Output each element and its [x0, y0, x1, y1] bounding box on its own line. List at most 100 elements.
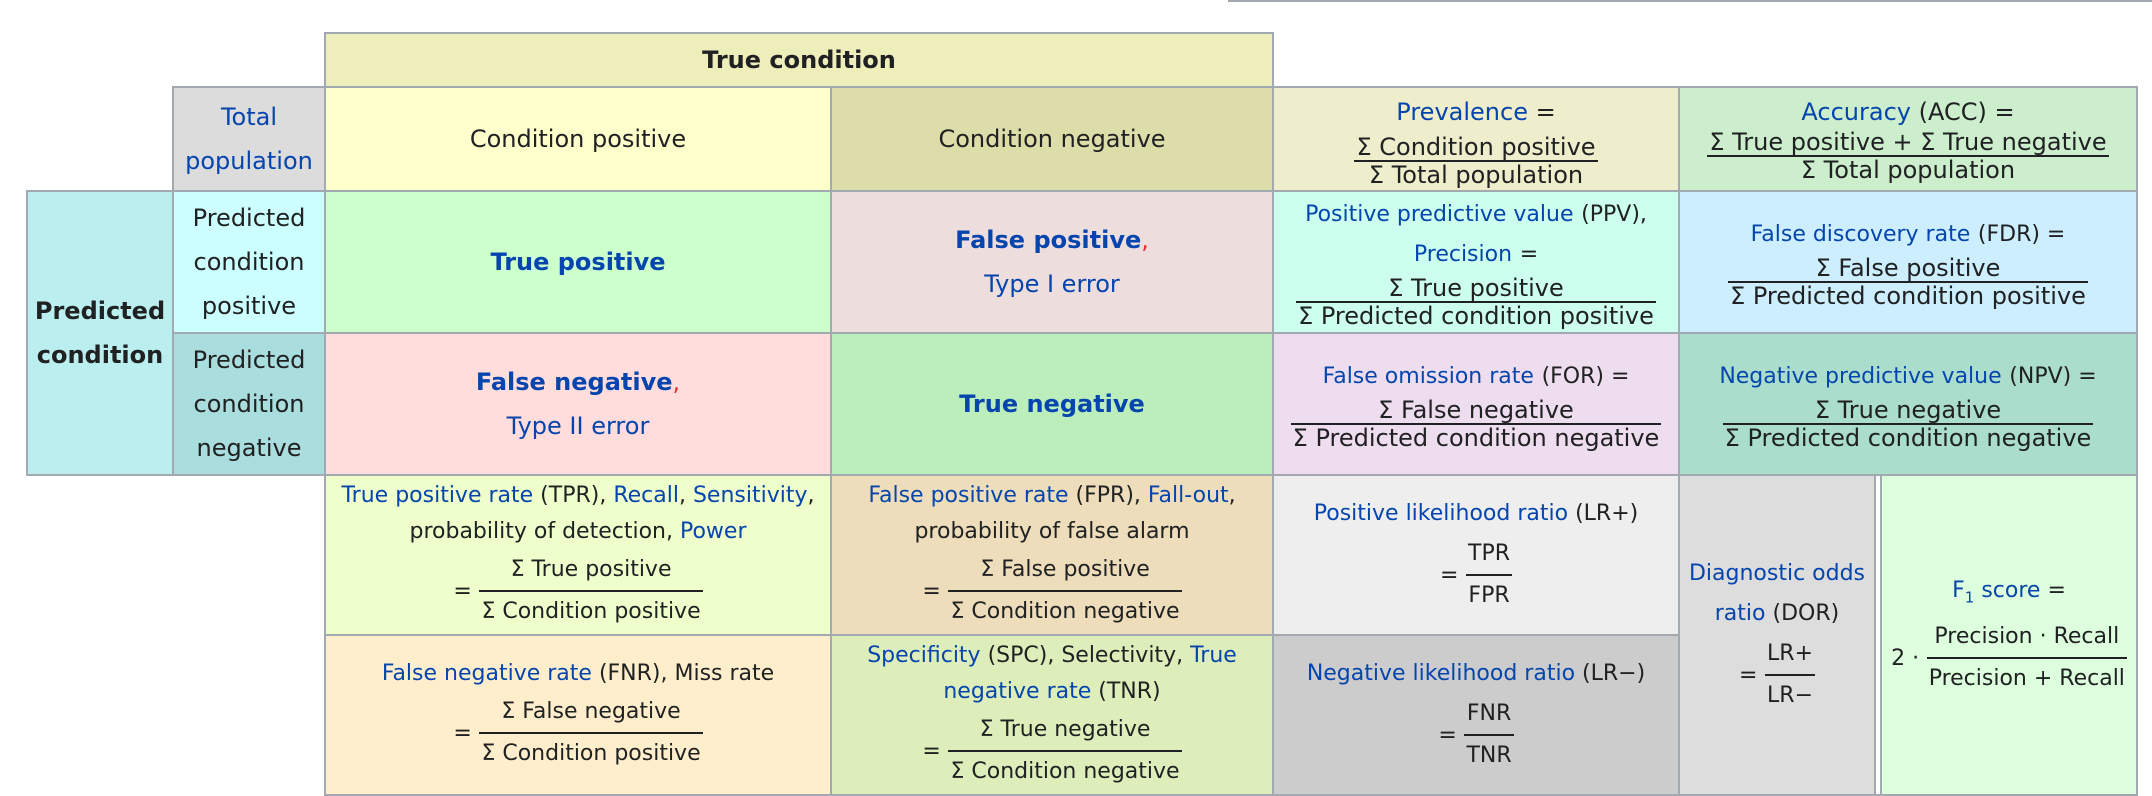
power-link[interactable]: Power [679, 519, 747, 544]
lr-negative-abbr: (LR−) [1582, 661, 1646, 686]
f1-subscript: 1 [1964, 588, 1975, 607]
lr-positive-eq: = [1439, 563, 1459, 588]
fnr-fraction: Σ False negative Σ Condition positive [479, 692, 703, 774]
false-negative-link[interactable]: False negative [475, 368, 673, 396]
fdr-fraction: Σ False positive Σ Predicted condition p… [1728, 255, 2088, 309]
tnr-numerator: Σ True negative [948, 710, 1182, 752]
type-i-error-link[interactable]: Type I error [984, 270, 1120, 298]
f1-cell: F1 score = 2 · Precision · Recall Precis… [1880, 474, 2138, 796]
fnr-eq: = [453, 721, 472, 746]
for-cell: False omission rate (FOR) = Σ False nega… [1272, 332, 1680, 476]
lr-negative-denominator: TNR [1466, 743, 1512, 768]
fnr-link[interactable]: False negative rate [381, 661, 592, 686]
fpr-numerator: Σ False positive [948, 550, 1182, 592]
true-negative-cell: True negative [830, 332, 1274, 476]
for-denominator: Σ Predicted condition negative [1292, 424, 1660, 452]
true-negative-link[interactable]: True negative [959, 390, 1145, 418]
fdr-denominator: Σ Predicted condition positive [1730, 282, 2086, 310]
false-positive-cell: False positive, Type I error [830, 190, 1274, 334]
lr-positive-fraction: TPR FPR [1466, 534, 1513, 616]
false-negative-comma: , [672, 368, 681, 396]
lr-negative-fraction: FNR TNR [1464, 694, 1514, 776]
true-positive-cell: True positive [324, 190, 832, 334]
prevalence-eq: = [1535, 98, 1556, 126]
true-positive-link[interactable]: True positive [490, 248, 666, 276]
tpr-link[interactable]: True positive rate [341, 483, 534, 508]
fnr-numerator: Σ False negative [479, 692, 703, 734]
tpr-fraction: Σ True positive Σ Condition positive [479, 550, 703, 632]
tnr-denominator: Σ Condition negative [950, 759, 1180, 784]
fnr-abbr: (FNR), Miss rate [598, 661, 775, 686]
false-negative-cell: False negative, Type II error [324, 332, 832, 476]
npv-link[interactable]: Negative predictive value [1719, 364, 2002, 389]
tpr-eq: = [453, 579, 472, 604]
fpr-link[interactable]: False positive rate [868, 483, 1069, 508]
sensitivity-link[interactable]: Sensitivity [692, 483, 808, 508]
npv-numerator: Σ True negative [1722, 397, 2094, 425]
top-divider [1228, 0, 2152, 2]
total-population-cell[interactable]: Total population [172, 86, 326, 192]
condition-positive-cell: Condition positive [324, 86, 832, 192]
fallout-link[interactable]: Fall-out [1147, 483, 1229, 508]
condition-positive-label: Condition positive [469, 125, 687, 153]
fdr-cell: False discovery rate (FDR) = Σ False pos… [1678, 190, 2138, 334]
f1-prefix: 2 · [1891, 646, 1920, 672]
true-condition-header: True condition [324, 32, 1274, 88]
tnr-eq: = [922, 739, 941, 764]
dor-denominator: LR− [1767, 683, 1814, 708]
fpr-cell: False positive rate (FPR), Fall-out, pro… [830, 474, 1274, 636]
type-ii-error-link[interactable]: Type II error [506, 412, 650, 440]
accuracy-numerator: Σ True positive + Σ True negative [1707, 128, 2109, 157]
false-positive-link[interactable]: False positive [955, 226, 1142, 254]
tpr-abbr: (TPR), [540, 483, 607, 508]
tnr-fraction: Σ True negative Σ Condition negative [948, 710, 1182, 792]
fpr-fraction: Σ False positive Σ Condition negative [948, 550, 1182, 632]
tpr-numerator: Σ True positive [479, 550, 703, 592]
lr-positive-link[interactable]: Positive likelihood ratio [1313, 501, 1569, 526]
f1-link[interactable]: F1 score [1952, 577, 2040, 607]
f1-letter: F [1952, 577, 1965, 603]
ppv-denominator: Σ Predicted condition positive [1298, 302, 1654, 330]
lr-positive-denominator: FPR [1468, 583, 1510, 608]
dor-cell: Diagnostic odds ratio (DOR) = LR+ LR− [1678, 474, 1876, 796]
f1-denominator: Precision + Recall [1928, 666, 2125, 692]
blank-left [27, 87, 173, 191]
lr-negative-eq: = [1438, 723, 1457, 748]
accuracy-fraction: Σ True positive + Σ True negative Σ Tota… [1707, 128, 2109, 184]
ppv-link[interactable]: Positive predictive value [1305, 202, 1574, 227]
accuracy-denominator: Σ Total population [1800, 156, 2016, 184]
for-fraction: Σ False negative Σ Predicted condition n… [1290, 397, 1662, 452]
accuracy-link[interactable]: Accuracy [1801, 98, 1911, 126]
fdr-link[interactable]: False discovery rate [1750, 222, 1971, 247]
fdr-numerator: Σ False positive [1728, 255, 2088, 283]
specificity-link[interactable]: Specificity [867, 643, 981, 668]
total-population-link[interactable]: Total population [185, 103, 313, 175]
f1-fraction: Precision · Recall Precision + Recall [1926, 617, 2127, 699]
dor-fraction: LR+ LR− [1765, 634, 1816, 716]
prevalence-numerator: Σ Condition positive [1354, 133, 1598, 162]
condition-negative-cell: Condition negative [830, 86, 1274, 192]
fpr-prob-text: probability of false alarm [914, 519, 1190, 544]
prevalence-denominator: Σ Total population [1368, 161, 1584, 189]
prevalence-link[interactable]: Prevalence [1396, 98, 1528, 126]
precision-link[interactable]: Precision [1413, 242, 1513, 267]
accuracy-cell: Accuracy (ACC) = Σ True positive + Σ Tru… [1678, 86, 2138, 192]
predicted-positive-label: Predicted condition positive [192, 204, 306, 320]
false-positive-comma: , [1141, 226, 1149, 254]
npv-cell: Negative predictive value (NPV) = Σ True… [1678, 332, 2138, 476]
ppv-fraction: Σ True positive Σ Predicted condition po… [1296, 275, 1656, 329]
fdr-abbr: (FDR) = [1977, 222, 2066, 247]
tnr-cell: Specificity (SPC), Selectivity, True neg… [830, 634, 1274, 796]
predicted-condition-label: Predicted condition [34, 297, 166, 369]
npv-denominator: Σ Predicted condition negative [1724, 424, 2092, 452]
tnr-link[interactable]: True negative rate [943, 643, 1237, 704]
recall-link[interactable]: Recall [613, 483, 679, 508]
dor-link[interactable]: Diagnostic odds ratio [1688, 561, 1866, 626]
predicted-negative-label: Predicted condition negative [192, 346, 306, 462]
lr-negative-numerator: FNR [1464, 694, 1514, 736]
blank-corner [27, 33, 325, 87]
for-link[interactable]: False omission rate [1322, 364, 1534, 389]
lr-negative-link[interactable]: Negative likelihood ratio [1306, 661, 1576, 686]
f1-numerator: Precision · Recall [1926, 617, 2127, 660]
dor-abbr: (DOR) [1772, 601, 1840, 626]
